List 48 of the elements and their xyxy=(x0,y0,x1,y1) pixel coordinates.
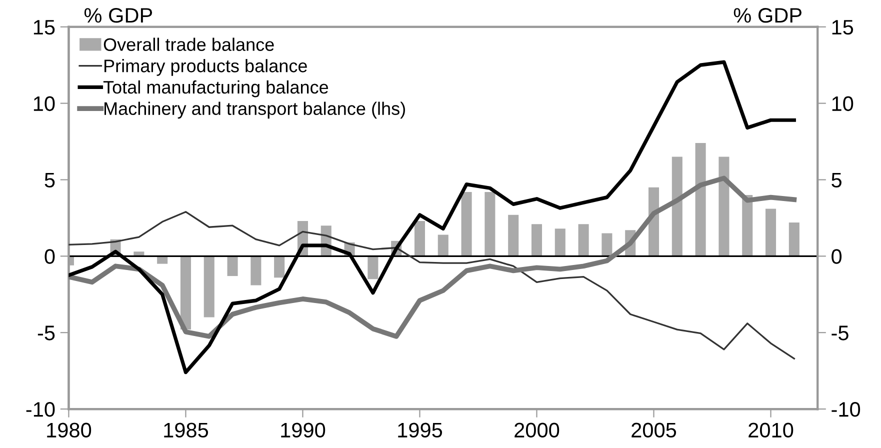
x-tick-label: 2010 xyxy=(748,422,794,438)
y-tick-label: -10 xyxy=(26,402,55,417)
y-tick-label: 10 xyxy=(34,96,55,112)
y2-tick-label: 0 xyxy=(832,249,842,264)
x-tick-label: 1995 xyxy=(398,422,442,438)
y-tick-label: -5 xyxy=(38,326,55,340)
y2-tick-label: 5 xyxy=(832,172,842,188)
bar xyxy=(204,256,214,318)
legend-label: Primary products balance xyxy=(104,59,307,76)
bar xyxy=(461,192,472,256)
bar xyxy=(484,192,496,256)
x-tick-label: 1985 xyxy=(164,422,208,438)
bar xyxy=(554,228,566,256)
bar xyxy=(672,156,682,256)
y-tick-label: 5 xyxy=(44,172,55,188)
legend-label: Total manufacturing balance xyxy=(103,80,328,98)
bar xyxy=(438,234,448,256)
x-tick-label: 1990 xyxy=(281,422,326,438)
bar xyxy=(414,221,426,256)
x-tick-label: 1980 xyxy=(47,422,92,438)
x-tick-label: 2000 xyxy=(514,422,560,438)
bar xyxy=(227,256,238,276)
bar xyxy=(788,222,800,256)
bar xyxy=(508,214,519,256)
y2-axis-title: % GDP xyxy=(734,8,802,23)
x-tick-label: 2005 xyxy=(632,422,676,438)
bar xyxy=(578,224,589,256)
legend-label: Overall trade balance xyxy=(104,38,274,51)
y2-tick-label: 15 xyxy=(832,20,854,35)
bar xyxy=(718,156,730,256)
legend-label: Machinery and transport balance (lhs) xyxy=(104,102,405,119)
bar xyxy=(766,208,776,256)
bar xyxy=(180,256,191,330)
y2-tick-label: -5 xyxy=(832,326,848,340)
bar xyxy=(602,233,612,256)
bar xyxy=(742,195,753,256)
bar xyxy=(695,143,706,256)
bar xyxy=(274,256,285,278)
y2-tick-label: 10 xyxy=(832,96,854,112)
y2-tick-label: -10 xyxy=(832,402,860,417)
bar xyxy=(531,224,542,256)
line-series xyxy=(68,176,797,339)
line-series xyxy=(68,211,795,360)
y-axis-title: % GDP xyxy=(84,8,152,23)
y-tick-label: 0 xyxy=(44,249,55,264)
bar xyxy=(368,256,378,280)
y-tick-label: 15 xyxy=(34,20,55,35)
bar xyxy=(250,256,262,286)
